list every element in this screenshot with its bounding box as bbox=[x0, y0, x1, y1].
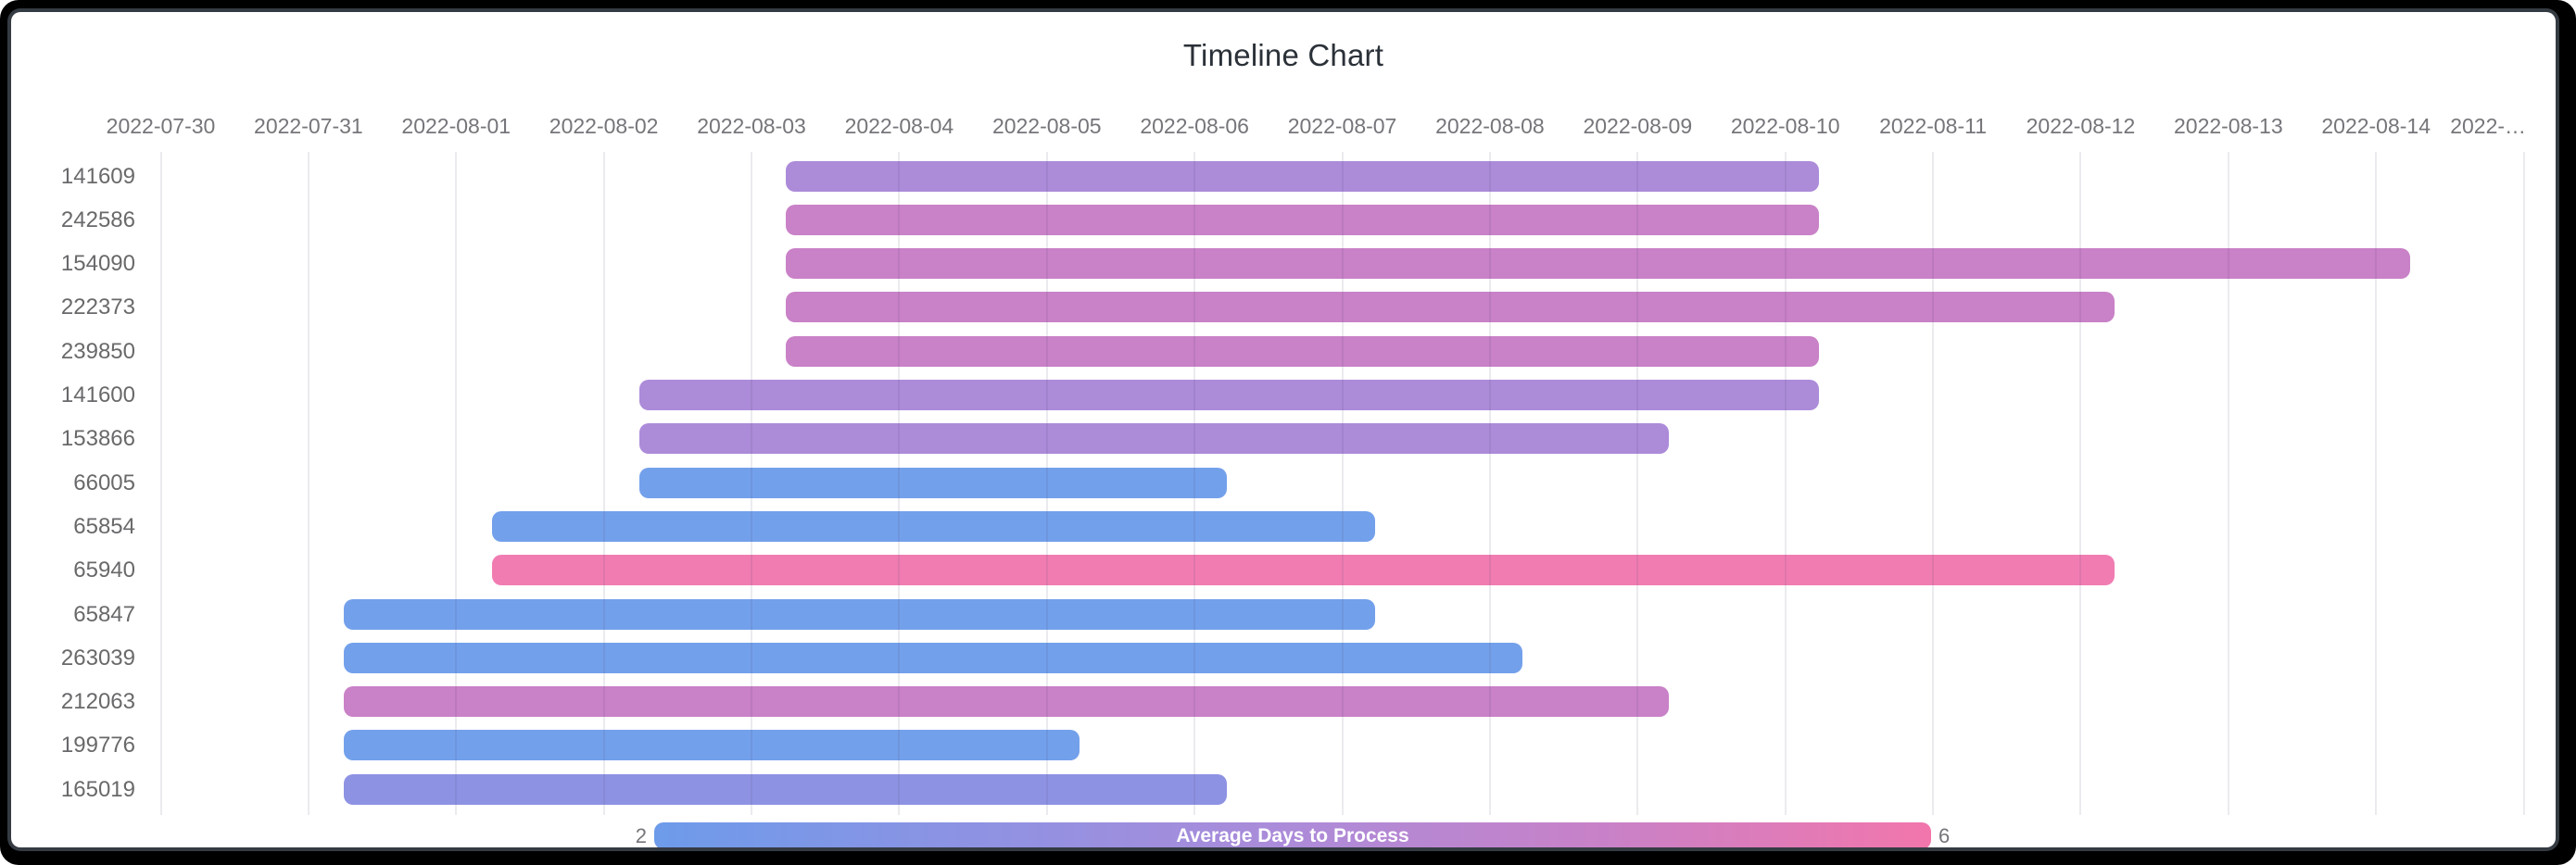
colorbar-title: Average Days to Process bbox=[1176, 824, 1409, 846]
gridline bbox=[307, 152, 309, 815]
y-category-label: 222373 bbox=[60, 295, 135, 320]
x-tick-label: 2022-08-14 bbox=[2321, 114, 2431, 138]
x-tick-label: 2022-08-04 bbox=[844, 114, 954, 138]
y-category-label: 65847 bbox=[73, 601, 135, 627]
chart-title: Timeline Chart bbox=[1182, 38, 1384, 72]
colorbar-gradient: Average Days to Process bbox=[654, 822, 1931, 847]
x-tick-label: 2022-08-02 bbox=[549, 114, 659, 138]
timeline-bar[interactable] bbox=[638, 467, 1228, 498]
x-tick-label: 2022-08-01 bbox=[401, 114, 511, 138]
gridline bbox=[2522, 152, 2525, 815]
timeline-bar[interactable] bbox=[785, 204, 1820, 235]
colorbar-min-label: 2 bbox=[635, 824, 647, 847]
colorbar-max-label: 6 bbox=[1938, 824, 1951, 847]
timeline-bar[interactable] bbox=[785, 335, 1820, 367]
x-tick-label: 2022-08-06 bbox=[1140, 114, 1249, 138]
x-tick-label: 2022-08-13 bbox=[2173, 114, 2283, 138]
x-tick-label: 2022-08-10 bbox=[1730, 114, 1840, 138]
gridline bbox=[159, 152, 162, 815]
chart-panel: Timeline Chart 2022-07-30 2022-07-31 2022-… bbox=[11, 12, 2556, 847]
x-tick-label: 2022-08-11 bbox=[1879, 114, 1988, 138]
y-category-label: 141600 bbox=[60, 382, 135, 407]
x-tick-label: 2022-08-09 bbox=[1583, 114, 1693, 138]
y-category-label: 154090 bbox=[60, 251, 135, 277]
timeline-bar[interactable] bbox=[785, 292, 2115, 323]
timeline-bar[interactable] bbox=[344, 598, 1375, 630]
x-tick-label: 2022-… bbox=[2450, 114, 2527, 138]
y-category-label: 242586 bbox=[60, 207, 135, 232]
timeline-bar[interactable] bbox=[491, 555, 2115, 586]
x-tick-label: 2022-07-31 bbox=[254, 114, 363, 138]
x-tick-label: 2022-07-30 bbox=[106, 114, 216, 138]
y-category-label: 141609 bbox=[60, 163, 135, 189]
x-tick-label: 2022-08-03 bbox=[697, 114, 806, 138]
y-category-label: 65854 bbox=[73, 513, 135, 539]
x-tick-label: 2022-08-12 bbox=[2026, 114, 2136, 138]
timeline-bar[interactable] bbox=[785, 248, 2410, 280]
x-tick-label: 2022-08-08 bbox=[1435, 114, 1545, 138]
x-tick-label: 2022-08-07 bbox=[1287, 114, 1397, 138]
y-category-label: 66005 bbox=[73, 470, 135, 495]
y-category-label: 199776 bbox=[60, 733, 135, 758]
y-category-label: 153866 bbox=[60, 426, 135, 452]
y-category-label: 212063 bbox=[60, 689, 135, 715]
y-category-label: 65940 bbox=[73, 558, 135, 583]
timeline-bar[interactable] bbox=[638, 380, 1820, 410]
timeline-bar[interactable] bbox=[638, 423, 1669, 455]
timeline-bar[interactable] bbox=[491, 510, 1375, 542]
y-category-label: 263039 bbox=[60, 645, 135, 671]
timeline-bar[interactable] bbox=[344, 686, 1669, 718]
x-tick-label: 2022-08-05 bbox=[991, 114, 1102, 138]
timeline-bar[interactable] bbox=[344, 773, 1228, 805]
timeline-bar[interactable] bbox=[785, 160, 1820, 192]
timeline-bar[interactable] bbox=[344, 730, 1080, 761]
y-category-label: 239850 bbox=[60, 338, 135, 364]
timeline-bar[interactable] bbox=[344, 642, 1522, 673]
y-category-label: 165019 bbox=[60, 776, 135, 802]
